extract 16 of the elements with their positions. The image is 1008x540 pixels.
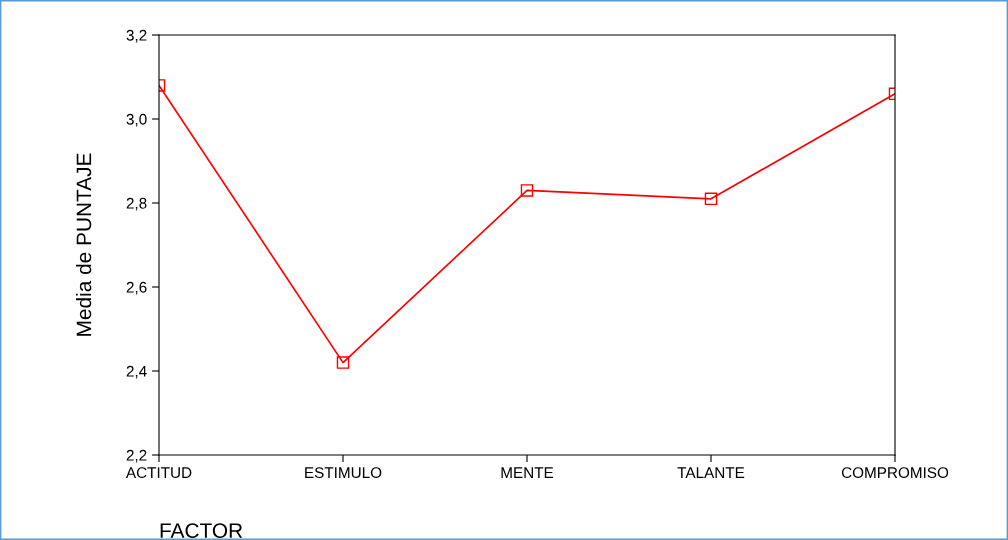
- y-tick-label: 2,4: [126, 365, 147, 379]
- y-tick-label: 3,2: [126, 29, 147, 43]
- point: [520, 184, 534, 197]
- y-axis-title: Media de PUNTAJE: [75, 153, 92, 336]
- x-tick-label: TALANTE: [677, 467, 745, 478]
- x-tick-label: COMPROMISO: [841, 467, 949, 479]
- point: [704, 192, 718, 206]
- y-tick-label: 2,6: [126, 281, 147, 295]
- y-tick-label: 2,2: [126, 449, 147, 463]
- y-tick-label: 2,8: [126, 197, 147, 211]
- x-tick-label: ESTIMULO: [305, 467, 382, 479]
- x-axis-title: FACTOR: [160, 523, 243, 539]
- x-tick-label: MENTE: [501, 467, 554, 478]
- point: [336, 356, 350, 369]
- y-tick-label: 3,0: [126, 113, 147, 127]
- x-tick-label: ACTITUD: [125, 467, 192, 479]
